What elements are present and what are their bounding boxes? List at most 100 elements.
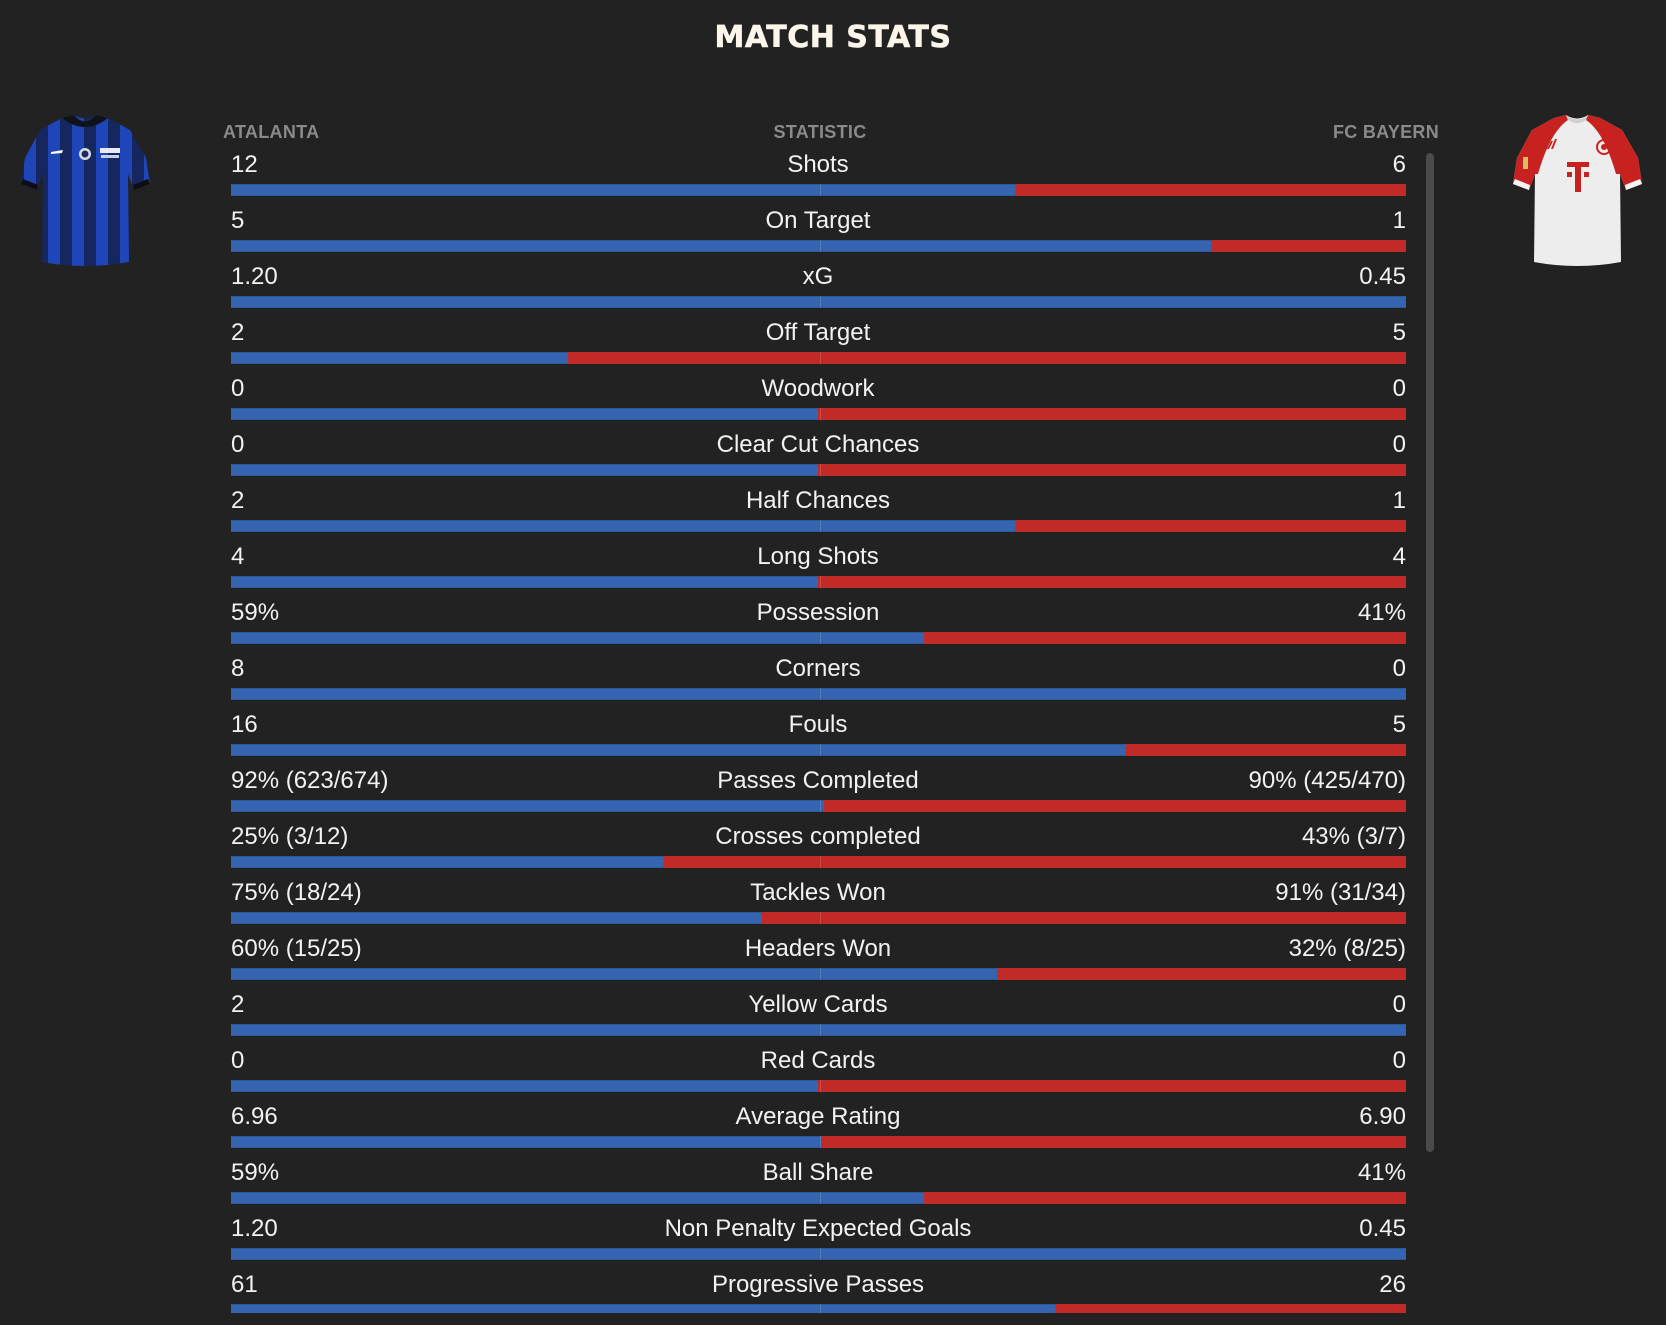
center-divider: [820, 464, 821, 476]
away-value: 4: [1392, 543, 1406, 570]
stats-scroll-area[interactable]: 12 Shots 6 5 On Target 1 1.20 xG 0.45 2 …: [200, 148, 1420, 1313]
home-value: 2: [231, 319, 245, 346]
stat-label: Ball Share: [762, 1159, 874, 1186]
center-divider: [820, 184, 821, 196]
away-value: 5: [1392, 711, 1406, 738]
away-value: 1: [1392, 487, 1406, 514]
stat-label: Clear Cut Chances: [716, 431, 920, 458]
stat-label: On Target: [765, 207, 871, 234]
comparison-bar: [231, 520, 1406, 532]
home-value: 59%: [231, 1159, 280, 1186]
center-divider: [820, 1248, 821, 1260]
stat-row-half-chances: 2 Half Chances 1: [231, 484, 1406, 540]
stat-label: xG: [802, 263, 834, 290]
home-share-fill: [231, 352, 568, 364]
stat-row-average-rating: 6.96 Average Rating 6.90: [231, 1100, 1406, 1156]
comparison-bar: [231, 296, 1406, 308]
away-share-fill: [818, 464, 1406, 476]
stat-row-tackles-won: 75% (18/24) Tackles Won 91% (31/34): [231, 876, 1406, 932]
away-value: 6.90: [1359, 1103, 1406, 1130]
away-value: 6: [1392, 151, 1406, 178]
away-value: 0: [1392, 991, 1406, 1018]
away-share-fill: [924, 1192, 1406, 1204]
away-value: 0.45: [1359, 263, 1406, 290]
home-value: 60% (15/25): [231, 935, 362, 962]
home-share-fill: [231, 296, 1406, 308]
home-share-fill: [231, 240, 1211, 252]
away-value: 0: [1392, 431, 1406, 458]
center-divider: [820, 296, 821, 308]
away-share-fill: [1126, 744, 1406, 756]
stat-row-passes-completed: 92% (623/674) Passes Completed 90% (425/…: [231, 764, 1406, 820]
away-value: 43% (3/7): [1301, 823, 1406, 850]
comparison-bar: [231, 1248, 1406, 1260]
stat-row-headers-won: 60% (15/25) Headers Won 32% (8/25): [231, 932, 1406, 988]
comparison-bar: [231, 184, 1406, 196]
stat-label: Non Penalty Expected Goals: [664, 1215, 972, 1242]
home-share-fill: [231, 1248, 1406, 1260]
home-share-fill: [231, 800, 824, 812]
home-value: 0: [231, 431, 245, 458]
home-share-fill: [231, 1304, 1055, 1313]
center-divider: [820, 968, 821, 980]
away-share-fill: [818, 1080, 1406, 1092]
center-divider: [820, 632, 821, 644]
away-value: 41%: [1357, 1159, 1406, 1186]
away-share-fill: [1015, 520, 1406, 532]
page-title: MATCH STATS: [714, 20, 952, 56]
stat-label: Average Rating: [735, 1103, 901, 1130]
stat-row-shots: 12 Shots 6: [231, 148, 1406, 204]
stat-row-on-target: 5 On Target 1: [231, 204, 1406, 260]
stat-row-progressive-passes: 61 Progressive Passes 26: [231, 1268, 1406, 1313]
home-value: 2: [231, 991, 245, 1018]
home-value: 75% (18/24): [231, 879, 362, 906]
comparison-bar: [231, 1192, 1406, 1204]
stat-row-long-shots: 4 Long Shots 4: [231, 540, 1406, 596]
home-share-fill: [231, 1192, 924, 1204]
stat-label: Fouls: [788, 711, 848, 738]
stat-row-yellow-cards: 2 Yellow Cards 0: [231, 988, 1406, 1044]
stats-list: 12 Shots 6 5 On Target 1 1.20 xG 0.45 2 …: [231, 148, 1406, 1313]
home-share-fill: [231, 856, 663, 868]
center-divider: [820, 912, 821, 924]
stat-row-crosses-completed: 25% (3/12) Crosses completed 43% (3/7): [231, 820, 1406, 876]
comparison-bar: [231, 352, 1406, 364]
home-share-fill: [231, 576, 819, 588]
center-divider: [820, 240, 821, 252]
stat-label: Headers Won: [744, 935, 892, 962]
home-team-header: ATALANTA: [223, 122, 320, 142]
stat-row-red-cards: 0 Red Cards 0: [231, 1044, 1406, 1100]
home-value: 5: [231, 207, 245, 234]
away-share-fill: [663, 856, 1406, 868]
center-divider: [820, 408, 821, 420]
home-value: 1.20: [231, 1215, 278, 1242]
home-value: 61: [231, 1271, 258, 1298]
comparison-bar: [231, 408, 1406, 420]
center-divider: [820, 688, 821, 700]
stat-label: Off Target: [765, 319, 871, 346]
away-value: 5: [1392, 319, 1406, 346]
away-share-fill: [924, 632, 1406, 644]
comparison-bar: [231, 464, 1406, 476]
home-value: 25% (3/12): [231, 823, 349, 850]
away-value: 26: [1379, 1271, 1406, 1298]
stat-label: Long Shots: [757, 543, 879, 570]
stat-row-clear-cut-chances: 0 Clear Cut Chances 0: [231, 428, 1406, 484]
away-share-fill: [997, 968, 1406, 980]
stat-label: Half Chances: [745, 487, 891, 514]
home-value: 4: [231, 543, 245, 570]
stat-label: Corners: [775, 655, 861, 682]
center-divider: [820, 856, 821, 868]
away-share-fill: [824, 800, 1406, 812]
bayern-jersey-icon: [1510, 112, 1644, 274]
comparison-bar: [231, 856, 1406, 868]
scrollbar-thumb[interactable]: [1426, 153, 1434, 1152]
home-value: 2: [231, 487, 245, 514]
stat-row-non-penalty-expected-goals: 1.20 Non Penalty Expected Goals 0.45: [231, 1212, 1406, 1268]
away-share-fill: [762, 912, 1406, 924]
home-value: 0: [231, 375, 245, 402]
away-value: 90% (425/470): [1248, 767, 1406, 794]
away-team-header: FC BAYERN: [1332, 122, 1439, 142]
comparison-bar: [231, 576, 1406, 588]
stat-row-possession: 59% Possession 41%: [231, 596, 1406, 652]
